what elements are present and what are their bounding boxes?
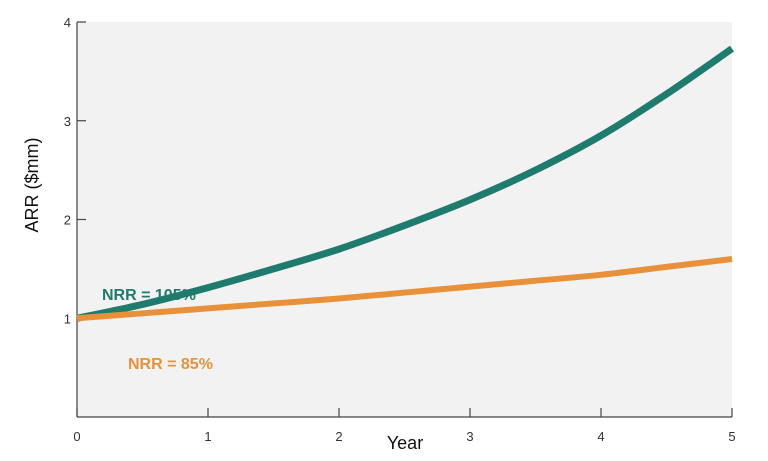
x-tick-label: 3 — [466, 429, 473, 444]
x-tick-label: 1 — [204, 429, 211, 444]
y-tick-label: 3 — [64, 114, 71, 129]
plot-background — [77, 22, 732, 417]
series-label-nrr-105: NRR = 105% — [102, 287, 196, 304]
series-layer — [76, 45, 734, 322]
series-label-nrr-85: NRR = 85% — [128, 356, 213, 373]
x-tick-label: 0 — [73, 429, 80, 444]
y-tick-label: 1 — [64, 311, 71, 326]
y-tick-label: 2 — [64, 213, 71, 228]
x-tick-label: 5 — [728, 429, 735, 444]
axes: 0 1 2 3 4 5 1 2 3 4 — [64, 15, 736, 444]
series-line-nrr-85 — [76, 256, 733, 322]
series-line-nrr-105 — [76, 45, 734, 322]
x-tick-label: 2 — [335, 429, 342, 444]
y-tick-label: 4 — [64, 15, 71, 30]
x-axis-title: Year — [387, 433, 423, 453]
y-axis-title: ARR ($mm) — [22, 138, 42, 233]
x-tick-label: 4 — [597, 429, 604, 444]
